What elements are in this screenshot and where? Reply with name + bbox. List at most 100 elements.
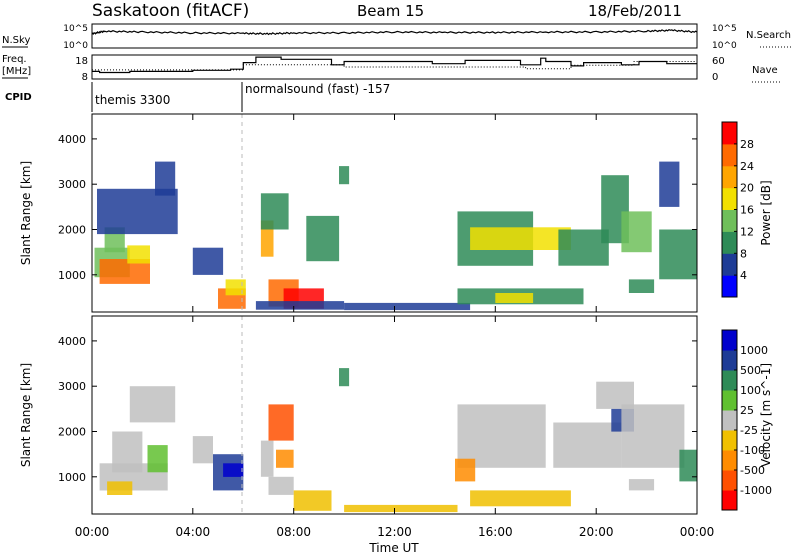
nsky-label: N.Sky [2, 35, 30, 46]
beam-title: Beam 15 [357, 2, 424, 20]
power-cbar-swatch-3 [722, 209, 737, 232]
vel-cells-region-15 [457, 404, 546, 468]
x-tick-label-2: 08:00 [276, 525, 311, 539]
power-cbar-swatch-1 [722, 253, 737, 276]
velocity-colorbar: 1000 500 100 25 -25 -100 -500 -1000 [721, 329, 772, 511]
noise-right-tick-top: 10^5 [712, 24, 737, 34]
vel-cbar-label-3: 25 [740, 404, 754, 417]
vel-cells-region-12 [293, 490, 332, 511]
power-cbar-label-6: 4 [740, 269, 747, 282]
x-axis-ticks: 00:00 04:00 08:00 12:00 16:00 20:00 00:00 [75, 114, 715, 539]
vel-cells-region-14 [344, 504, 458, 513]
power-cells-region-20 [495, 293, 534, 303]
power-yticks-label-1: 2000 [58, 224, 86, 237]
vel-cbar-swatch-5 [722, 390, 737, 411]
vel-yticks-label-2: 3000 [58, 380, 86, 393]
vel-yticks-label-1: 2000 [58, 426, 86, 439]
power-cells-region-15 [339, 166, 350, 185]
x-tick-label-6: 00:00 [680, 525, 715, 539]
vel-cells-region-23 [628, 479, 655, 491]
power-cells-region-21 [558, 229, 609, 266]
power-cells-region-12 [255, 301, 345, 310]
power-data-cells [94, 161, 697, 311]
vel-cbar-swatch-4 [722, 410, 737, 431]
power-yticks-label-0: 1000 [58, 269, 86, 282]
power-cells-region-9 [260, 220, 274, 257]
power-cbar-label-0: 28 [740, 138, 754, 151]
x-tick-label-4: 16:00 [478, 525, 513, 539]
vel-cbar-label-6: -500 [740, 464, 765, 477]
power-cells-region-4 [97, 188, 178, 235]
vel-cells-region-19 [596, 381, 634, 409]
vel-cells-region-4 [107, 481, 133, 495]
cpid-mode-2: normalsound (fast) -157 [245, 82, 390, 96]
vel-cbar-swatch-6 [722, 370, 737, 391]
vel-cells-region-21 [621, 404, 685, 468]
power-cbar-swatch-4 [722, 187, 737, 210]
x-tick-label-1: 04:00 [176, 525, 211, 539]
freq-tick-bottom: 8 [82, 72, 88, 83]
vel-cbar-label-2: 100 [740, 384, 761, 397]
vel-cbar-label-1: 500 [740, 364, 761, 377]
date-title: 18/Feb/2011 [588, 2, 682, 20]
power-cells-region-8 [225, 279, 246, 296]
station-title: Saskatoon (fitACF) [92, 1, 249, 21]
cpid-label: CPID [5, 92, 32, 103]
power-cbar-swatch-7 [722, 122, 737, 145]
power-y-ticks: 1000 2000 3000 4000 [58, 133, 697, 282]
power-cells-region-5 [155, 161, 176, 196]
power-yticks-label-2: 3000 [58, 178, 86, 191]
power-yticks-label-3: 4000 [58, 133, 86, 146]
freq-series-line [92, 56, 697, 74]
power-cbar-label-5: 8 [740, 247, 747, 260]
power-cbar-label-2: 20 [740, 182, 754, 195]
vel-cells-region-9 [268, 404, 294, 441]
vel-yticks-label-0: 1000 [58, 471, 86, 484]
nsky-series-line [91, 29, 698, 36]
frequency-panel: Freq. [MHz] 18 8 60 0 Nave [2, 54, 782, 83]
power-colorbar-title: Power [dB] [759, 180, 773, 245]
power-cells-region-14 [306, 215, 340, 262]
cpid-mode-1: themis 3300 [95, 93, 170, 107]
power-cbar-swatch-5 [722, 165, 737, 189]
power-cells-region-23 [621, 211, 652, 253]
power-cbar-swatch-0 [722, 275, 737, 298]
velocity-y-ticks: 1000 2000 3000 4000 [58, 335, 697, 484]
vel-cells-region-5 [192, 436, 213, 464]
nave-tick-top: 60 [712, 56, 725, 67]
x-axis-title: Time UT [368, 541, 419, 554]
power-cells-region-13 [260, 193, 289, 230]
cpid-row: CPID themis 3300 normalsound (fast) -157 [5, 82, 390, 112]
vel-cbar-swatch-3 [722, 430, 737, 451]
vel-cbar-frame [721, 329, 738, 511]
x-tick-label-3: 12:00 [377, 525, 412, 539]
vel-cells-region-10 [276, 449, 294, 468]
vel-cells-region-17 [470, 490, 571, 507]
power-y-axis-title: Slant Range [km] [19, 161, 33, 265]
vel-cells-region-3 [147, 445, 168, 473]
power-colorbar: 28 24 20 16 12 8 4 [721, 121, 754, 298]
vel-cbar-label-5: -100 [740, 444, 765, 457]
freq-label-line1: Freq. [2, 54, 27, 65]
vel-cells-region-13 [339, 368, 350, 387]
vel-cbar-label-7: -1000 [740, 484, 772, 497]
vel-cells-region-16 [455, 458, 476, 482]
nave-label: Nave [752, 65, 778, 76]
power-cbar-swatch-2 [722, 231, 737, 254]
power-cells-region-6 [192, 247, 224, 275]
power-cbar-label-4: 12 [740, 225, 754, 238]
vel-cbar-swatch-0 [722, 490, 737, 511]
vel-cells-region-7 [223, 463, 244, 477]
power-cbar-label-3: 16 [740, 204, 754, 217]
vel-cells-region-11 [268, 476, 294, 495]
velocity-y-axis-title: Slant Range [km] [19, 363, 33, 467]
vel-yticks-label-3: 4000 [58, 335, 86, 348]
noise-right-tick-bottom: 10^0 [712, 41, 737, 51]
power-cbar-label-1: 24 [740, 160, 754, 173]
noise-left-tick-bottom: 10^0 [63, 41, 88, 51]
velocity-colorbar-title: Velocity [m s^-1] [759, 363, 773, 467]
freq-label-line2: [MHz] [2, 66, 31, 77]
power-cells-region-24 [628, 279, 655, 293]
vel-cbar-label-4: -25 [740, 424, 758, 437]
